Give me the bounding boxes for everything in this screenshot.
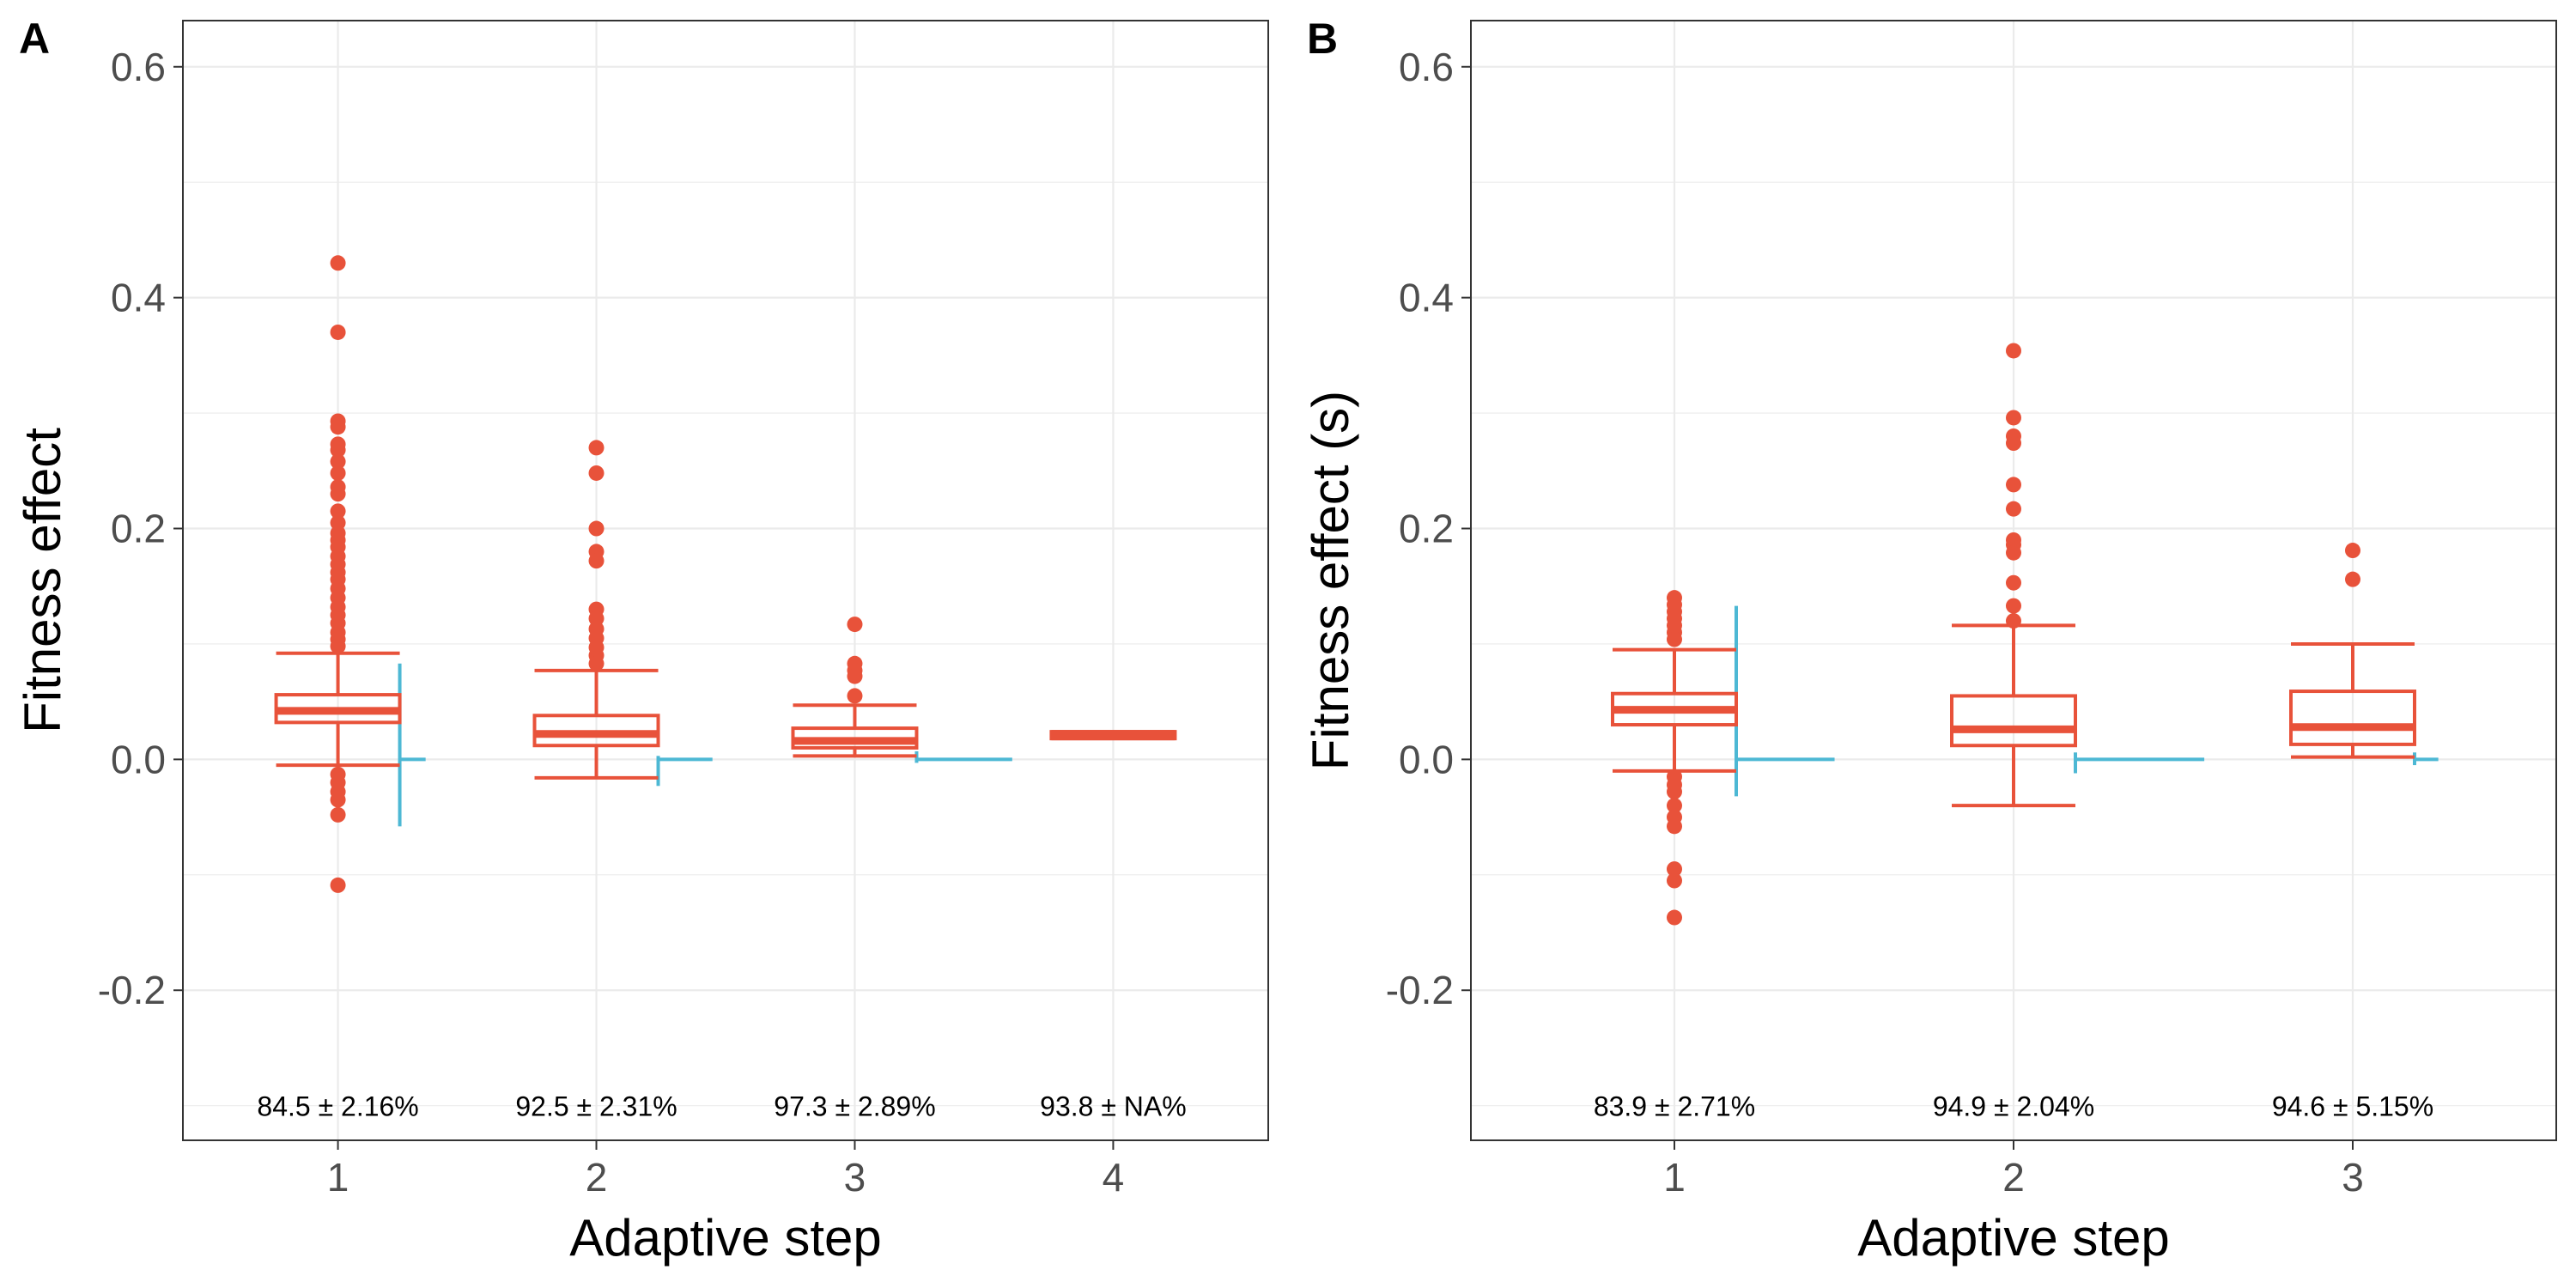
step-annotation: 83.9 ± 2.71% [1594,1091,1755,1122]
outlier-point [588,440,605,456]
outlier-point [847,688,863,704]
outlier-point [330,806,346,823]
y-tick-label: 0.2 [111,507,166,551]
outlier-point [2006,544,2021,561]
outlier-point [2006,410,2021,426]
panel-b: 83.9 ± 2.71% 94.9 ± 2.04% 94.6 ± 5.15% -0.2… [1302,15,2557,1267]
y-tick-label: 0.4 [1399,276,1454,320]
outlier-point [330,419,346,435]
x-axis-title: Adaptive step [569,1209,882,1267]
y-axis-title: Fitness effect (s) [1302,391,1359,770]
outlier-point [1667,909,1682,926]
y-tick-label: 0.6 [111,45,166,89]
outlier-point [847,668,863,684]
y-tick-label: 0.6 [1399,45,1454,89]
x-tick-label: 3 [844,1155,866,1200]
x-tick-label: 4 [1103,1155,1125,1200]
box [2289,690,2416,746]
outlier-point [330,792,346,808]
box [1950,694,2077,748]
outlier-point [588,520,605,537]
outlier-point [330,324,346,340]
y-tick-label: 0.2 [1399,507,1454,551]
panel-tag: B [1307,15,1338,63]
x-tick-label: 3 [2342,1155,2364,1200]
outlier-point [1667,861,1682,878]
step-annotation: 94.6 ± 5.15% [2272,1091,2433,1122]
y-tick-label: -0.2 [1386,968,1454,1012]
outlier-point [2006,574,2021,591]
x-tick-label: 1 [327,1155,349,1200]
x-axis-title: Adaptive step [1857,1209,2170,1267]
outlier-point [847,617,863,633]
step-annotation: 94.9 ± 2.04% [1933,1091,2094,1122]
x-tick-label: 2 [586,1155,608,1200]
outlier-point [1667,872,1682,889]
step-annotation: 92.5 ± 2.31% [515,1091,677,1122]
panel-background [183,21,1268,1140]
outlier-point [588,553,605,569]
outlier-point [2345,571,2360,587]
y-axis-title: Fitness effect [14,428,71,733]
panel-tag: A [19,15,50,63]
outlier-point [2006,343,2021,359]
outlier-point [1667,784,1682,800]
y-tick-label: -0.2 [98,968,166,1012]
y-tick-label: 0.0 [1399,737,1454,781]
outlier-point [2006,613,2021,629]
outlier-point [330,638,346,654]
outlier-point [2006,477,2021,493]
outlier-point [588,465,605,481]
outlier-point [588,655,605,671]
outlier-point [330,503,346,519]
panel-a: 84.5 ± 2.16% 92.5 ± 2.31% 97.3 ± 2.89% 93.8… [14,15,1269,1267]
outlier-point [2006,501,2021,517]
outlier-point [330,255,346,271]
outlier-point [1667,631,1682,647]
outlier-point [1667,798,1682,814]
outlier-point [2006,435,2021,452]
step-annotation: 97.3 ± 2.89% [774,1091,935,1122]
y-tick-label: 0.4 [111,276,166,320]
outlier-point [330,442,346,459]
outlier-point [330,486,346,502]
outlier-point [2345,543,2360,559]
outlier-point [330,465,346,481]
outlier-point [2006,598,2021,614]
step-annotation: 93.8 ± NA% [1040,1091,1187,1122]
outlier-point [330,877,346,893]
outlier-point [330,453,346,470]
y-tick-label: 0.0 [111,737,166,781]
panel-border [182,20,1269,1141]
x-tick-label: 1 [1663,1155,1686,1200]
step-annotation: 84.5 ± 2.16% [257,1091,418,1122]
outlier-point [1667,818,1682,835]
x-tick-label: 2 [2002,1155,2025,1200]
